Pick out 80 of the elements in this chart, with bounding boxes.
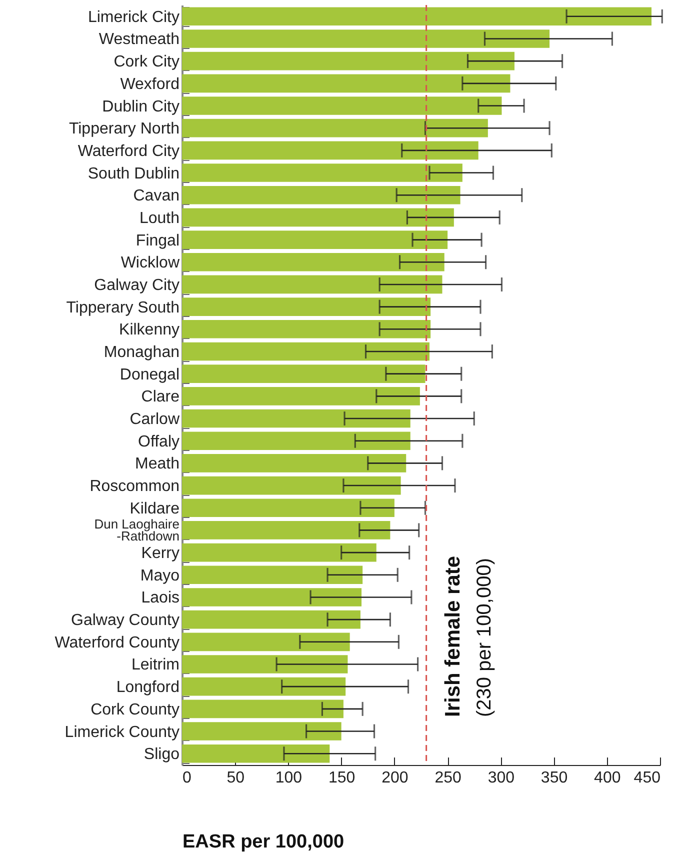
x-tick-label: 50 <box>226 770 245 786</box>
bar <box>182 74 510 93</box>
bar <box>182 298 431 316</box>
bar <box>182 141 478 160</box>
y-tick-label: Wexford <box>120 76 180 93</box>
y-tick-label: Kildare <box>130 500 180 518</box>
y-tick-label: Louth <box>139 210 180 227</box>
bar <box>182 498 394 518</box>
y-tick-label: Mayo <box>140 567 180 584</box>
y-tick-label: Meath <box>135 456 180 473</box>
y-tick-label: Donegal <box>120 366 180 384</box>
bar <box>182 230 448 249</box>
bar <box>182 632 350 652</box>
bar <box>182 521 390 540</box>
bar <box>182 566 363 584</box>
y-tick-label: Leitrim <box>131 656 180 674</box>
y-tick-label: Offaly <box>138 433 180 450</box>
bar <box>182 655 348 674</box>
y-tick-label: Waterford City <box>78 142 180 160</box>
bar <box>182 588 362 606</box>
bar <box>182 275 442 294</box>
bar <box>182 744 330 763</box>
x-tick-label: 150 <box>328 770 356 786</box>
bar <box>182 164 462 182</box>
y-tick-label: Fingal <box>136 232 180 250</box>
y-tick-label: Roscommon <box>90 478 180 496</box>
y-tick-label: Cavan <box>133 188 180 205</box>
bar <box>182 543 376 562</box>
bar <box>182 409 410 428</box>
y-tick-label: Galway City <box>94 276 180 294</box>
y-tick-label: Sligo <box>144 746 180 764</box>
x-tick-label: 300 <box>488 770 515 786</box>
bar <box>182 610 360 629</box>
bar <box>182 7 652 26</box>
bar <box>182 118 488 138</box>
bar <box>182 432 410 450</box>
x-tick-label: 350 <box>540 770 568 786</box>
x-tick-label: 0 <box>182 770 192 786</box>
bar <box>182 186 460 204</box>
bar <box>182 320 431 338</box>
y-tick-label: Limerick County <box>64 724 180 741</box>
ref-line-label: Irish female rate (230 per 100,000) <box>441 556 496 717</box>
y-tick-label: Tipperary North <box>68 120 180 138</box>
x-tick-label: 250 <box>434 770 462 786</box>
x-tick-label: 400 <box>594 770 621 786</box>
y-tick-label: Longford <box>116 679 180 696</box>
y-tick-label: Dun Laoghaire -Rathdown <box>94 516 180 544</box>
y-tick-label: Tipperary South <box>66 299 180 316</box>
y-tick-label: Limerick City <box>88 8 180 26</box>
x-axis-title: EASR per 100,000 <box>182 832 344 852</box>
bar <box>182 677 346 696</box>
bar <box>182 454 406 472</box>
x-tick-label: 100 <box>275 770 302 786</box>
y-tick-label: Monaghan <box>104 344 180 361</box>
bar <box>182 722 342 740</box>
y-tick-label: Kilkenny <box>119 322 180 339</box>
bar <box>182 252 444 272</box>
bar <box>182 364 426 383</box>
bar <box>182 96 502 115</box>
y-tick-label: Laois <box>141 590 180 607</box>
y-tick-label: Clare <box>141 388 180 406</box>
bar <box>182 342 430 361</box>
y-tick-label: Kerry <box>141 545 180 562</box>
y-tick-label: Waterford County <box>54 634 180 652</box>
bar <box>182 208 454 227</box>
y-tick-label: South Dublin <box>88 165 180 182</box>
y-tick-label: Wicklow <box>120 254 180 272</box>
bar <box>182 387 420 406</box>
bar <box>182 30 550 48</box>
y-tick-label: Westmeath <box>98 31 180 48</box>
y-tick-label: Dublin City <box>102 98 180 116</box>
bar <box>182 476 401 495</box>
y-tick-label: Cork City <box>114 54 180 71</box>
bar <box>182 52 514 70</box>
y-tick-label: Galway County <box>71 612 180 630</box>
x-tick-label: 450 <box>634 770 661 786</box>
x-tick-label: 200 <box>382 770 408 786</box>
bar <box>182 700 344 718</box>
y-tick-label: Cork County <box>90 701 180 718</box>
y-tick-label: Carlow <box>130 411 180 428</box>
